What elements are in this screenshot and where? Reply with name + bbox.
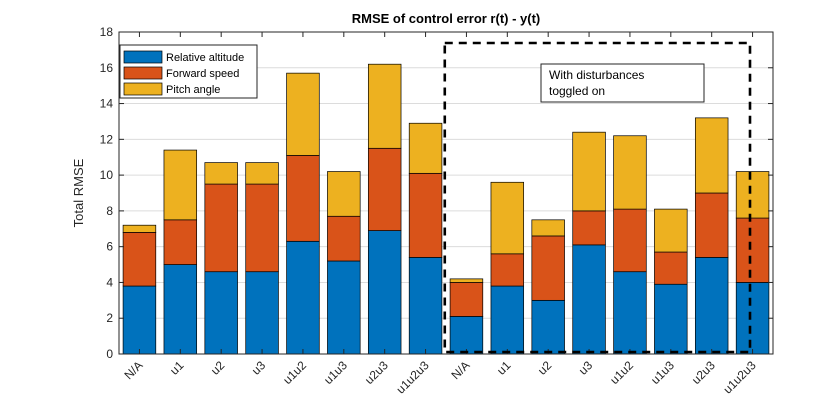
x-tick-label: u1u3 (321, 358, 350, 387)
bar-segment (613, 135, 647, 210)
bar-segment (163, 149, 198, 221)
x-tick-label: u1u2 (607, 358, 636, 387)
legend-label: Forward speed (166, 68, 239, 80)
bar-segment (572, 244, 606, 355)
y-tick-label: 10 (100, 168, 114, 182)
x-tick-label: u2u3 (362, 358, 391, 387)
bar-segment (531, 219, 565, 237)
bar-segment (613, 271, 647, 355)
x-tick-label: N/A (449, 358, 473, 382)
bar-segment (367, 230, 402, 355)
x-tick-label: u1u2u3 (393, 358, 431, 396)
x-tick-label: u1 (167, 358, 187, 378)
bar-segment (654, 208, 688, 253)
bar-segment (122, 224, 157, 233)
legend: Relative altitude Forward speed Pitch angl… (119, 44, 258, 99)
bar-segment (122, 232, 157, 287)
bar-segment (286, 240, 320, 355)
bar-segment (367, 147, 402, 231)
y-tick-label: 2 (106, 311, 113, 325)
y-tick-label: 8 (106, 204, 113, 218)
y-tick-label: 18 (100, 25, 114, 39)
bar-segment (449, 278, 484, 283)
bar-segment (204, 162, 238, 185)
chart-title: RMSE of control error r(t) - y(t) (352, 11, 541, 26)
bar-segment (490, 253, 525, 287)
bar-segment (490, 285, 525, 355)
x-tick-label: u2 (208, 358, 228, 378)
bar-segment (245, 183, 279, 273)
x-tick-label: u1u3 (648, 358, 677, 387)
bar-segment (408, 257, 443, 355)
x-tick-label: u1u2u3 (720, 358, 758, 396)
x-tick-label: u1u2 (280, 358, 309, 387)
x-tick-label: u3 (249, 358, 269, 378)
bar-segment (531, 235, 565, 301)
annotation-box (540, 63, 705, 103)
annotation-text: toggled on (549, 84, 605, 98)
x-tick-label: u1 (494, 358, 514, 378)
bar-segment (694, 192, 729, 258)
bar-segment (694, 257, 729, 355)
bar-segment (735, 282, 770, 355)
bar-segment (286, 72, 320, 156)
bar-segment (490, 181, 525, 255)
legend-label: Relative altitude (166, 52, 244, 64)
legend-swatch (123, 82, 163, 96)
bar-segment (408, 122, 443, 174)
bar-segment (572, 131, 606, 212)
y-tick-label: 12 (100, 132, 114, 146)
legend-swatch (123, 66, 163, 80)
y-tick-label: 0 (106, 347, 113, 361)
bar-segment (245, 271, 279, 355)
bar-segment (163, 264, 198, 355)
legend-label: Pitch angle (166, 84, 220, 96)
bar-segment (286, 155, 320, 242)
x-tick-label: u3 (576, 358, 596, 378)
bar-segment (613, 208, 647, 273)
legend-swatch (123, 50, 163, 64)
x-tick-label: u2u3 (689, 358, 718, 387)
bar-segment (245, 162, 279, 185)
bar-segment (327, 215, 361, 262)
bar-segment (204, 271, 238, 355)
y-tick-label: 4 (106, 275, 113, 289)
y-axis-label: Total RMSE (71, 158, 86, 227)
y-tick-label: 14 (100, 97, 114, 111)
bar-segment (654, 283, 688, 355)
axes-box (118, 31, 774, 355)
bar-segment (572, 210, 606, 246)
bar-segment (531, 299, 565, 355)
bar-segment (694, 117, 729, 194)
annotation-text: With disturbances (549, 68, 644, 82)
bar-segment (122, 285, 157, 355)
bar-segment (204, 183, 238, 273)
bar-segment (735, 217, 770, 283)
bar-segment (735, 171, 770, 219)
x-tick-label: N/A (122, 358, 146, 382)
bar-segment (449, 282, 484, 317)
bar-segment (654, 251, 688, 285)
annotation-layer: With disturbances toggled on (443, 41, 752, 354)
bar-segment (163, 219, 198, 265)
bar-segment (367, 63, 402, 149)
bar-segment (449, 316, 484, 355)
x-tick-label: u2 (535, 358, 555, 378)
y-ticks: 0 2 4 6 8 10 12 14 16 18 (100, 25, 773, 361)
bar-segment (327, 260, 361, 355)
y-tick-label: 6 (106, 240, 113, 254)
y-tick-label: 16 (100, 61, 114, 75)
bar-segment (327, 171, 361, 217)
bars (122, 63, 770, 355)
bar-segment (408, 172, 443, 258)
